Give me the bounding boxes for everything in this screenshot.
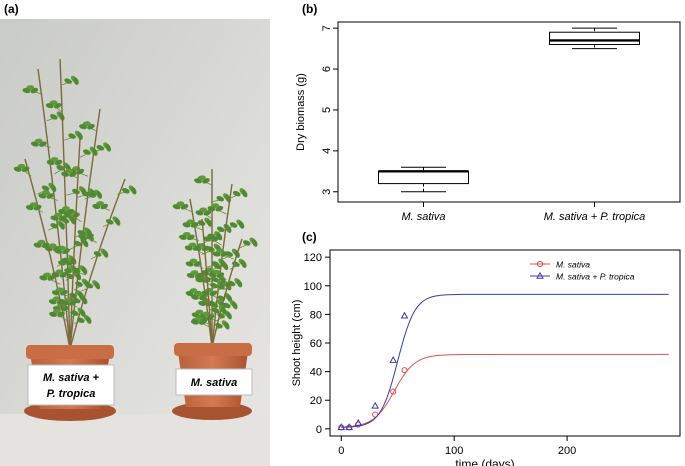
- y-tick-label-b: 7: [321, 25, 333, 31]
- plant-right: [172, 169, 258, 348]
- series-line-2: [341, 293, 669, 428]
- plant-photo: M. sativa + P. tropica M. sativa: [0, 19, 270, 466]
- y-tick-label-b: 6: [321, 66, 333, 72]
- plant-left: [13, 58, 137, 350]
- pot-label-right-line-1: M. sativa: [191, 377, 237, 389]
- y-tick-label-b: 3: [321, 189, 333, 195]
- floor: [0, 414, 270, 466]
- x-axis-label-c: time (days): [455, 457, 514, 466]
- legend-marker-1: [536, 260, 544, 268]
- box-1: [378, 166, 469, 193]
- box-2: [549, 27, 640, 50]
- y-tick-label-b: 4: [321, 148, 333, 154]
- panel-label-c: (c): [302, 230, 317, 244]
- data-point-1: [401, 367, 408, 374]
- y-tick-label-c: 100: [304, 281, 322, 293]
- y-tick-label-c: 60: [310, 338, 322, 350]
- biomass-boxplot: 3 4 5 6 7 Dry biomass (g) M. sativa M. sativa +…: [295, 21, 681, 223]
- legend-label-2: M. sativa + P. tropica: [556, 272, 635, 282]
- legend-label-1: M. sativa: [556, 260, 590, 270]
- x-tick-label-c: 0: [338, 445, 344, 457]
- y-tick-label-c: 0: [316, 424, 322, 436]
- panel-label-a: (a): [4, 2, 19, 16]
- plot-frame-b: [337, 21, 681, 203]
- data-point-1: [390, 388, 397, 395]
- box-body: [378, 170, 469, 185]
- y-tick-label-c: 120: [304, 252, 322, 264]
- series-line-1: [341, 353, 669, 428]
- y-axis-label-b: Dry biomass (g): [295, 73, 307, 151]
- pot-label-left-line-1: M. sativa +: [43, 372, 100, 384]
- y-tick-label-c: 20: [310, 395, 322, 407]
- x-category-label: M. sativa: [401, 211, 445, 223]
- x-tick-label-c: 100: [445, 445, 463, 457]
- data-point-2: [400, 311, 409, 319]
- pot-label-left: M. sativa + P. tropica: [27, 364, 115, 406]
- panel-label-b: (b): [302, 2, 318, 16]
- data-point-2: [371, 401, 380, 409]
- box-body: [549, 31, 640, 45]
- legend-marker-2: [536, 271, 544, 279]
- data-point-2: [345, 423, 354, 431]
- data-point-2: [389, 355, 398, 363]
- pot-label-left-line-2: P. tropica: [47, 388, 96, 400]
- x-tick-label-c: 200: [558, 445, 576, 457]
- y-axis-label-c: Shoot height (cm): [291, 300, 303, 387]
- x-category-label: M. sativa + P. tropica: [544, 211, 646, 223]
- data-point-2: [354, 418, 363, 426]
- y-tick-label-b: 5: [321, 107, 333, 113]
- data-point-2: [337, 423, 346, 431]
- shoot-height-chart: 0 20 40 60 80 100 120 0 100 200 time (days) Shoot h…: [291, 249, 681, 466]
- y-tick-label-c: 40: [310, 367, 322, 379]
- y-tick-label-c: 80: [310, 309, 322, 321]
- pot-label-right: M. sativa: [175, 368, 253, 396]
